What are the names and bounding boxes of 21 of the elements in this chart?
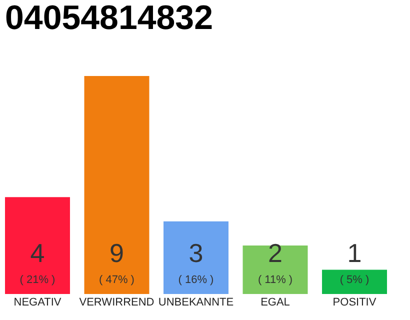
chart-title: 04054814832 [5,0,214,37]
annotation: ( 5% ) [340,274,370,286]
annotation: ( 16% ) [178,274,214,286]
x-tick-label: UNBEKANNTE [158,296,234,308]
data-label: 3 [188,238,204,268]
data-label: 4 [30,238,45,268]
x-tick-label: VERWIRREND [79,296,154,308]
annotation: ( 11% ) [258,274,293,286]
annotation: ( 47% ) [99,274,134,286]
annotation: ( 21% ) [20,274,56,286]
data-label: 9 [110,238,124,268]
x-tick-label: POSITIV [332,296,377,308]
bar [5,197,70,294]
bar [164,221,228,294]
data-label: 2 [268,238,282,268]
x-tick-label: EGAL [260,296,290,308]
bar [84,76,150,294]
data-label: 1 [347,238,362,268]
x-tick-label: NEGATIV [14,296,62,308]
bar [242,246,308,294]
bar [322,270,387,294]
